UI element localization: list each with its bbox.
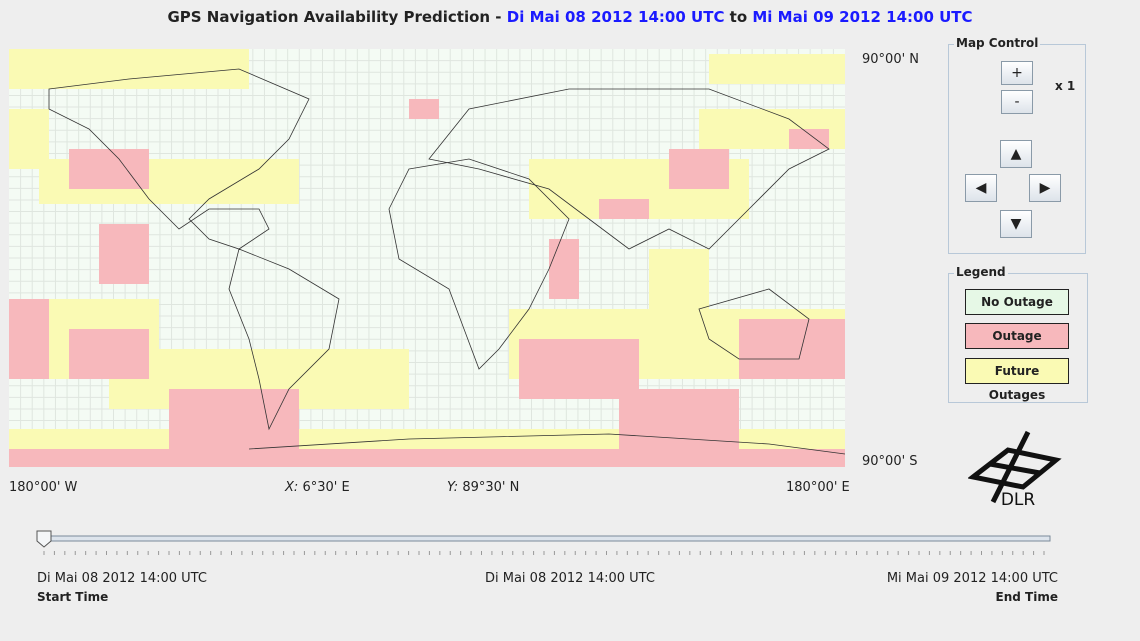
slider-thumb[interactable]: [36, 530, 52, 548]
legend-outage: Outage: [965, 323, 1069, 349]
zoom-level: x 1: [1055, 79, 1076, 93]
slider-start: Di Mai 08 2012 14:00 UTC: [37, 571, 207, 586]
cursor-x: X: 6°30' E: [285, 480, 350, 495]
pan-left-button[interactable]: ◀: [965, 174, 997, 202]
pan-down-button[interactable]: ▼: [1000, 210, 1032, 238]
y-label: Y:: [447, 480, 459, 495]
x-label: X:: [285, 480, 299, 495]
end-time: Mi Mai 09 2012 14:00 UTC: [752, 8, 973, 26]
slider-current: Di Mai 08 2012 14:00 UTC: [485, 571, 655, 586]
title-to: to: [724, 8, 753, 26]
map-control-title: Map Control: [954, 36, 1041, 50]
lat-bottom: 90°00' S: [862, 454, 918, 469]
pan-up-button[interactable]: ▲: [1000, 140, 1032, 168]
zoom-in-button[interactable]: +: [1001, 61, 1033, 85]
title-text: GPS Navigation Availability Prediction -: [167, 8, 507, 26]
title: GPS Navigation Availability Prediction -…: [0, 8, 1140, 26]
cursor-y: Y: 89°30' N: [447, 480, 519, 495]
lon-left: 180°00' W: [9, 480, 78, 495]
lon-right: 180°00' E: [786, 480, 850, 495]
dlr-logo-text: DLR: [1001, 490, 1036, 510]
slider-ticks: [43, 551, 1045, 555]
start-time: Di Mai 08 2012 14:00 UTC: [506, 8, 725, 26]
map-control-panel: Map Control + - x 1 ▲ ◀ ▶ ▼: [948, 36, 1086, 254]
lat-top: 90°00' N: [862, 52, 920, 67]
legend-title: Legend: [954, 265, 1008, 279]
slider-end-caption: End Time: [995, 590, 1058, 604]
slider-end: Mi Mai 09 2012 14:00 UTC: [886, 571, 1058, 586]
outage-areas: [9, 99, 845, 467]
dlr-logo-mark: [968, 430, 1062, 504]
legend-panel: Legend No Outage Outage Future Outages: [948, 265, 1088, 403]
legend-no-outage: No Outage: [965, 289, 1069, 315]
time-slider[interactable]: [30, 528, 1060, 560]
map[interactable]: [9, 49, 845, 467]
legend-future-outages: Future Outages: [965, 358, 1069, 402]
pan-right-button[interactable]: ▶: [1029, 174, 1061, 202]
x-value: 6°30' E: [302, 480, 350, 495]
zoom-out-button[interactable]: -: [1001, 90, 1033, 114]
slider-start-caption: Start Time: [37, 590, 109, 604]
coastlines: [48, 68, 845, 455]
dlr-logo: DLR: [968, 430, 1062, 510]
y-value: 89°30' N: [462, 480, 520, 495]
slider-track: [37, 535, 1051, 542]
